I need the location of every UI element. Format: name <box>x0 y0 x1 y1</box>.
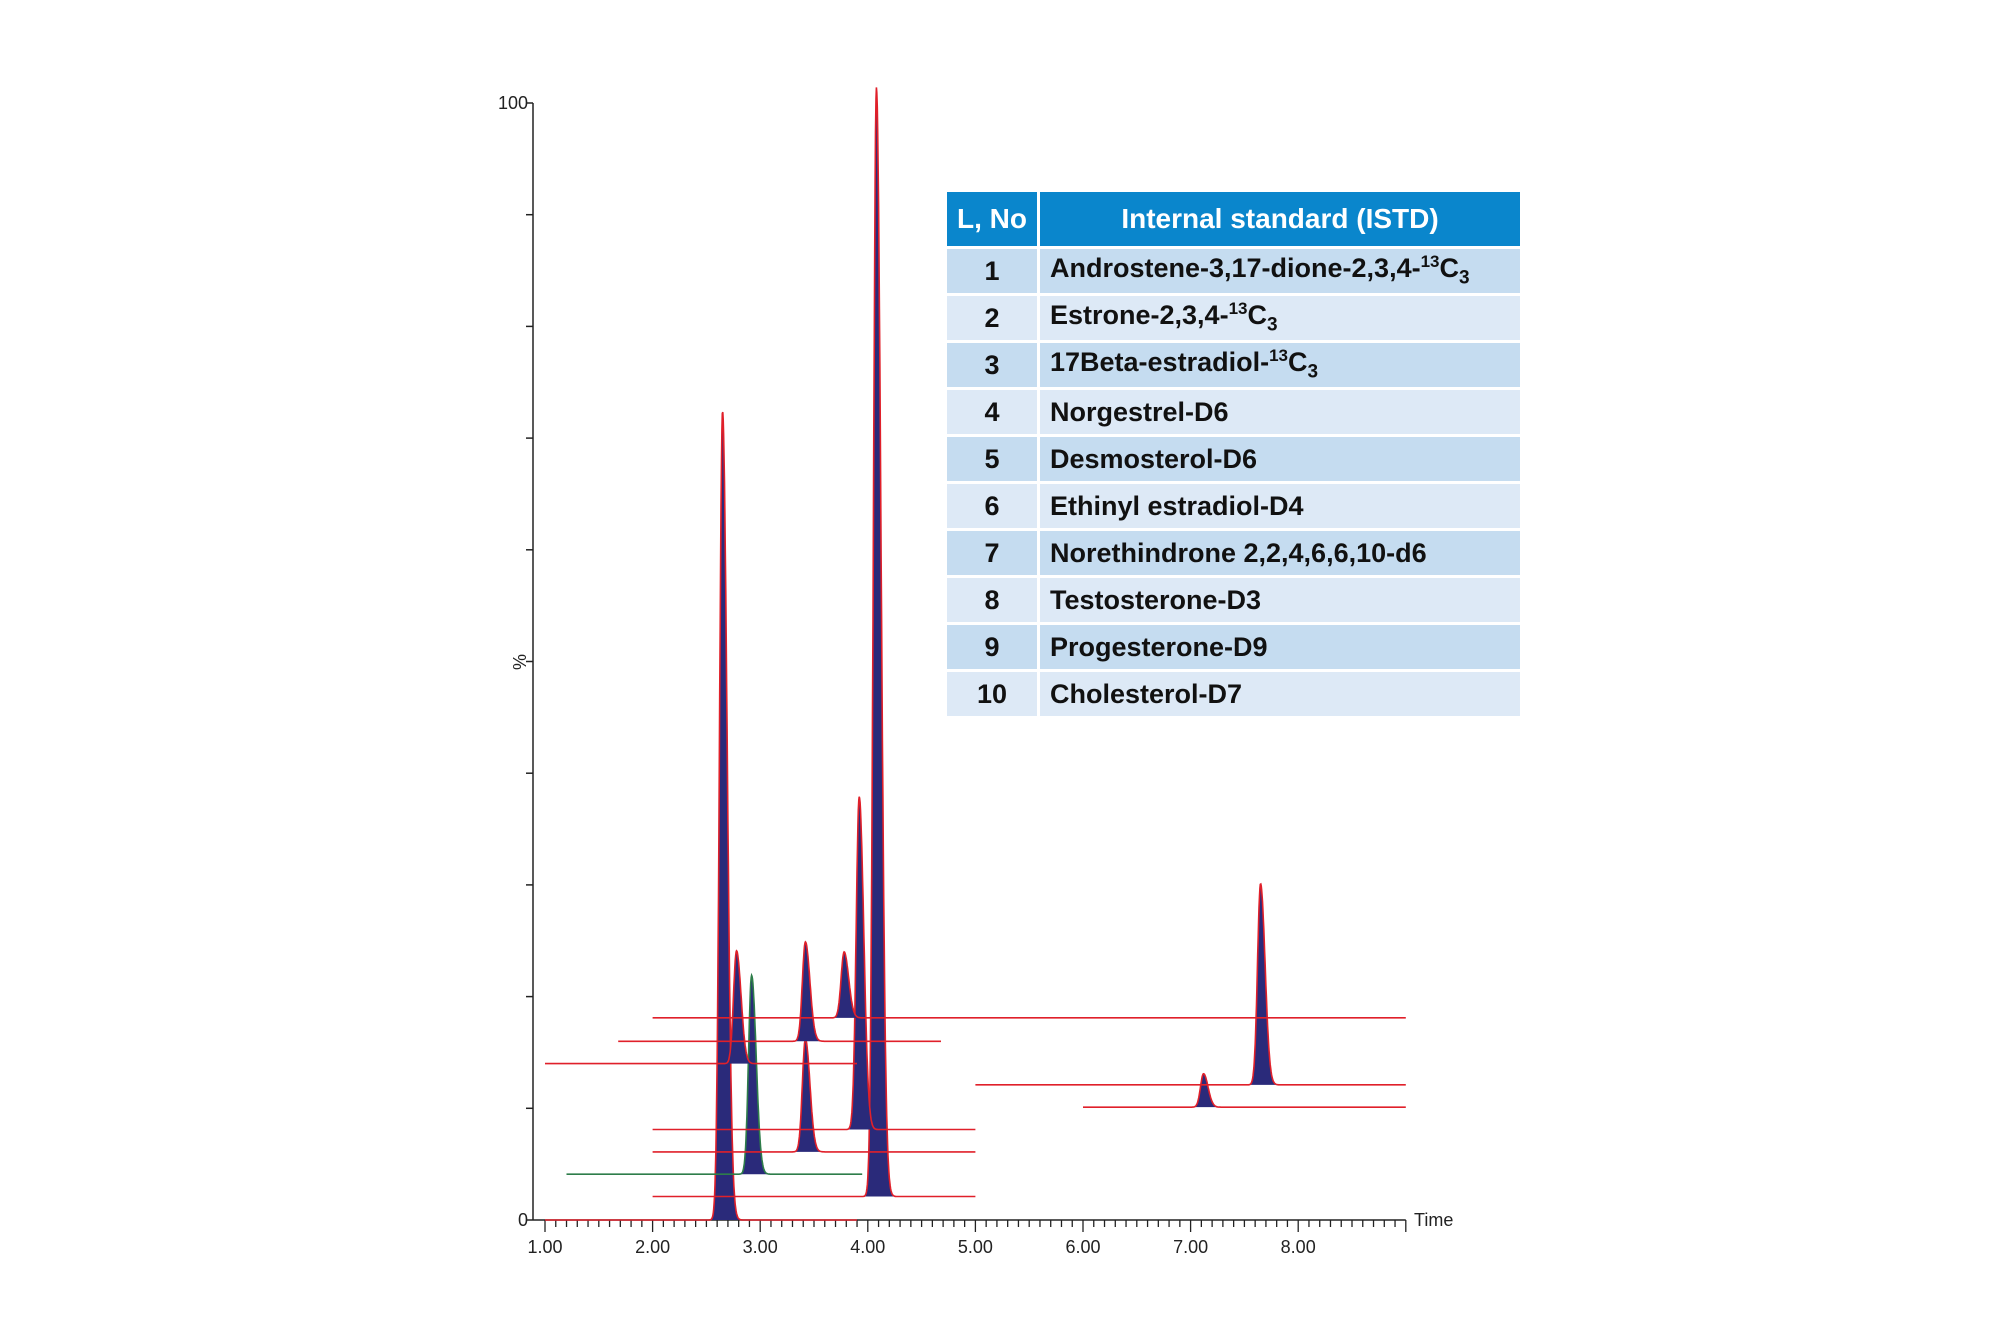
name-text: Cholesterol-D7 <box>1050 678 1243 709</box>
row-number: 3 <box>947 343 1040 387</box>
x-tick-label: 6.00 <box>1065 1237 1100 1257</box>
name-text: Progesterone-D9 <box>1050 631 1268 662</box>
row-istd-name: Norgestrel-D6 <box>1040 390 1520 434</box>
row-istd-name: Cholesterol-D7 <box>1040 672 1520 716</box>
name-sup: 13 <box>1269 346 1288 366</box>
row-number: 5 <box>947 437 1040 481</box>
table-row: 8 Testosterone-D3 <box>947 578 1520 622</box>
table-row: 3 17Beta-estradiol-13C3 <box>947 343 1520 387</box>
name-sup: 13 <box>1420 252 1440 272</box>
x-tick-label: 7.00 <box>1173 1237 1208 1257</box>
trace-line <box>975 882 1406 1086</box>
trace-10 <box>652 950 1406 1019</box>
name-text: Testosterone-D3 <box>1050 584 1262 615</box>
name-text: Norethindrone 2,2,4,6,6,10-d6 <box>1050 537 1427 568</box>
trace-line <box>652 950 1406 1019</box>
x-tick-label: 1.00 <box>527 1237 562 1257</box>
table-row: 4 Norgestrel-D6 <box>947 390 1520 434</box>
x-tick-label: 4.00 <box>850 1237 885 1257</box>
trace-line <box>566 972 863 1175</box>
table-row: 10 Cholesterol-D7 <box>947 672 1520 716</box>
x-tick-label: 2.00 <box>635 1237 670 1257</box>
header-lno: L, No <box>947 192 1040 246</box>
x-tick-label: 5.00 <box>958 1237 993 1257</box>
trace-line <box>652 1037 976 1153</box>
row-istd-name: 17Beta-estradiol-13C3 <box>1040 343 1520 387</box>
table-row: 5 Desmosterol-D6 <box>947 437 1520 481</box>
name-text: 17Beta-estradiol- <box>1050 347 1270 378</box>
name-tail: C <box>1247 300 1267 331</box>
name-tail: C <box>1439 253 1460 284</box>
row-istd-name: Progesterone-D9 <box>1040 625 1520 669</box>
row-number: 4 <box>947 390 1040 434</box>
name-text: Norgestrel-D6 <box>1050 396 1229 427</box>
row-number: 2 <box>947 296 1040 340</box>
name-sub: 3 <box>1459 267 1470 289</box>
trace-line <box>618 940 941 1043</box>
traces <box>545 87 1406 1221</box>
x-axis-label: Time <box>1414 1210 1453 1230</box>
row-number: 9 <box>947 625 1040 669</box>
y-tick-label-100: 100 <box>498 93 528 113</box>
name-text: Androstene-3,17-dione-2,3,4- <box>1050 253 1421 284</box>
trace-8 <box>545 949 857 1065</box>
trace-line <box>1083 1072 1406 1108</box>
header-istd: Internal standard (ISTD) <box>1040 192 1520 246</box>
y-tick-label-0: 0 <box>518 1210 528 1230</box>
name-sup: 13 <box>1228 299 1248 319</box>
trace-line <box>545 949 857 1065</box>
table-row: 7 Norethindrone 2,2,4,6,6,10-d6 <box>947 531 1520 575</box>
table-row: 9 Progesterone-D9 <box>947 625 1520 669</box>
row-istd-name: Androstene-3,17-dione-2,3,4-13C3 <box>1040 249 1520 293</box>
name-sub: 3 <box>1266 314 1278 336</box>
trace-7 <box>975 882 1406 1086</box>
row-number: 6 <box>947 484 1040 528</box>
row-number: 10 <box>947 672 1040 716</box>
istd-table: L, No Internal standard (ISTD) 1 Androste… <box>947 189 1520 719</box>
table-row: 1 Androstene-3,17-dione-2,3,4-13C3 <box>947 249 1520 293</box>
table-row: 2 Estrone-2,3,4-13C3 <box>947 296 1520 340</box>
trace-6 <box>1083 1072 1406 1108</box>
row-istd-name: Testosterone-D3 <box>1040 578 1520 622</box>
name-text: Desmosterol-D6 <box>1050 443 1258 474</box>
trace-5 <box>652 796 976 1131</box>
trace-line <box>652 796 976 1131</box>
row-number: 1 <box>947 249 1040 293</box>
trace-4 <box>652 1037 976 1153</box>
x-tick-label: 8.00 <box>1281 1237 1316 1257</box>
trace-9 <box>618 940 941 1043</box>
row-istd-name: Estrone-2,3,4-13C3 <box>1040 296 1520 340</box>
name-sub: 3 <box>1307 361 1319 383</box>
row-number: 7 <box>947 531 1040 575</box>
row-istd-name: Ethinyl estradiol-D4 <box>1040 484 1520 528</box>
trace-line <box>545 411 857 1221</box>
row-istd-name: Norethindrone 2,2,4,6,6,10-d6 <box>1040 531 1520 575</box>
trace-2 <box>652 87 976 1198</box>
name-text: Ethinyl estradiol-D4 <box>1050 490 1304 521</box>
row-number: 8 <box>947 578 1040 622</box>
name-text: Estrone-2,3,4- <box>1050 300 1229 331</box>
trace-line <box>652 87 976 1198</box>
row-istd-name: Desmosterol-D6 <box>1040 437 1520 481</box>
name-tail: C <box>1288 347 1308 378</box>
trace-3 <box>566 972 863 1175</box>
x-tick-labels: 1.00 2.00 3.00 4.00 5.00 6.00 7.00 8.00 <box>527 1237 1315 1257</box>
x-tick-label: 3.00 <box>743 1237 778 1257</box>
y-axis-label: % <box>510 654 530 670</box>
table-row: 6 Ethinyl estradiol-D4 <box>947 484 1520 528</box>
